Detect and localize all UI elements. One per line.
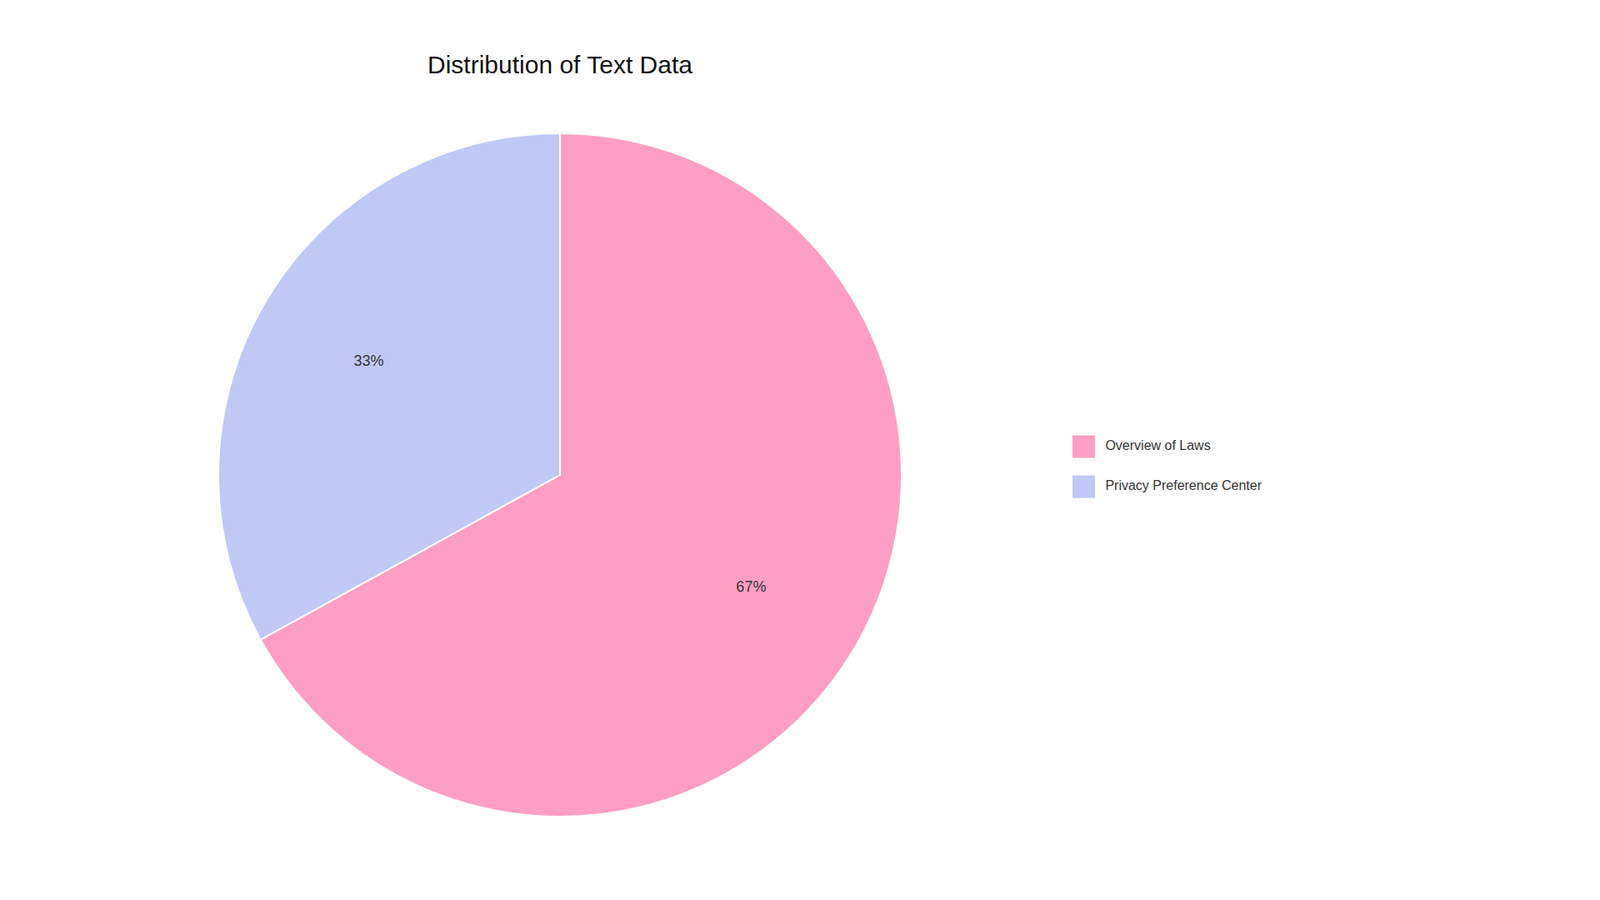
pie bbox=[218, 133, 902, 817]
legend: Overview of Laws Privacy Preference Cente… bbox=[1071, 435, 1262, 499]
chart: Distribution of Text Data 67% 33% Overview … bbox=[0, 0, 1600, 900]
title: Distribution of Text Data bbox=[427, 50, 693, 79]
slice bbox=[218, 133, 560, 640]
legend-swatch bbox=[1071, 435, 1095, 459]
legend-item: Privacy Preference Center bbox=[1071, 475, 1262, 499]
legend-swatch bbox=[1071, 475, 1095, 499]
legend-label: Overview of Laws bbox=[1105, 438, 1210, 453]
legend-item: Overview of Laws bbox=[1071, 435, 1210, 459]
legend-label: Privacy Preference Center bbox=[1105, 478, 1262, 493]
data-label: 33% bbox=[354, 352, 385, 370]
data-labels: 67% 33% bbox=[354, 352, 767, 595]
data-label: 67% bbox=[735, 578, 766, 595]
